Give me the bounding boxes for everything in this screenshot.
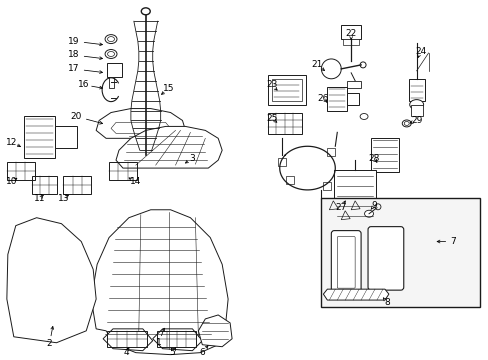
Bar — [271, 79, 301, 100]
Bar — [326, 87, 346, 111]
Polygon shape — [152, 329, 202, 351]
Polygon shape — [91, 210, 228, 355]
Text: 19: 19 — [67, 37, 79, 46]
Bar — [109, 77, 114, 88]
Text: 3: 3 — [189, 154, 195, 163]
FancyBboxPatch shape — [331, 231, 360, 294]
Bar — [285, 176, 293, 184]
Text: 18: 18 — [67, 50, 79, 59]
Text: 29: 29 — [410, 116, 422, 125]
FancyBboxPatch shape — [367, 227, 403, 290]
Polygon shape — [7, 218, 96, 343]
Ellipse shape — [402, 120, 410, 127]
Bar — [346, 81, 360, 88]
Text: 13: 13 — [58, 194, 69, 203]
Text: 24: 24 — [414, 46, 426, 55]
Text: 1: 1 — [156, 338, 161, 347]
Polygon shape — [198, 315, 232, 347]
Bar — [32, 176, 57, 194]
Bar — [370, 138, 398, 172]
Text: 17: 17 — [67, 64, 79, 73]
Bar — [107, 331, 146, 347]
Text: 4: 4 — [123, 348, 128, 357]
Bar — [7, 162, 35, 180]
Text: 12: 12 — [6, 138, 18, 147]
Bar — [408, 79, 424, 100]
Text: 11: 11 — [34, 194, 45, 203]
Polygon shape — [323, 289, 388, 300]
Bar — [334, 170, 375, 222]
Bar — [267, 75, 305, 105]
Text: 7: 7 — [449, 237, 455, 246]
Text: 14: 14 — [130, 177, 141, 186]
Text: 9: 9 — [370, 201, 376, 210]
Text: 20: 20 — [70, 112, 82, 121]
Bar — [277, 158, 285, 166]
Ellipse shape — [141, 8, 150, 15]
Text: 21: 21 — [311, 60, 323, 69]
Polygon shape — [116, 126, 222, 168]
Bar — [326, 148, 335, 156]
Text: 22: 22 — [345, 29, 356, 38]
Ellipse shape — [364, 210, 373, 217]
Text: 10: 10 — [6, 177, 18, 186]
Text: 6: 6 — [199, 348, 205, 357]
Text: 23: 23 — [265, 80, 277, 89]
Bar — [341, 25, 360, 39]
Bar — [343, 39, 358, 45]
Bar — [323, 182, 331, 190]
Bar — [107, 63, 122, 77]
Text: 26: 26 — [317, 94, 328, 103]
Text: 27: 27 — [335, 203, 346, 212]
Polygon shape — [103, 329, 152, 351]
Text: 25: 25 — [265, 114, 277, 123]
Text: 15: 15 — [163, 84, 174, 93]
Text: 5: 5 — [169, 348, 175, 357]
Bar — [410, 105, 422, 117]
Ellipse shape — [321, 59, 341, 79]
Bar — [156, 331, 196, 347]
Text: 28: 28 — [367, 154, 379, 163]
Text: 8: 8 — [383, 298, 389, 307]
Text: 2: 2 — [47, 339, 52, 348]
Bar — [321, 198, 479, 307]
Bar — [267, 113, 301, 134]
Bar — [24, 117, 55, 158]
Ellipse shape — [105, 50, 117, 58]
Bar — [109, 162, 137, 180]
Ellipse shape — [105, 35, 117, 44]
Bar — [63, 176, 91, 194]
Ellipse shape — [359, 113, 367, 120]
Ellipse shape — [409, 100, 423, 109]
Text: 16: 16 — [77, 80, 89, 89]
Polygon shape — [96, 109, 185, 138]
Bar — [55, 126, 77, 148]
Bar — [346, 93, 358, 105]
